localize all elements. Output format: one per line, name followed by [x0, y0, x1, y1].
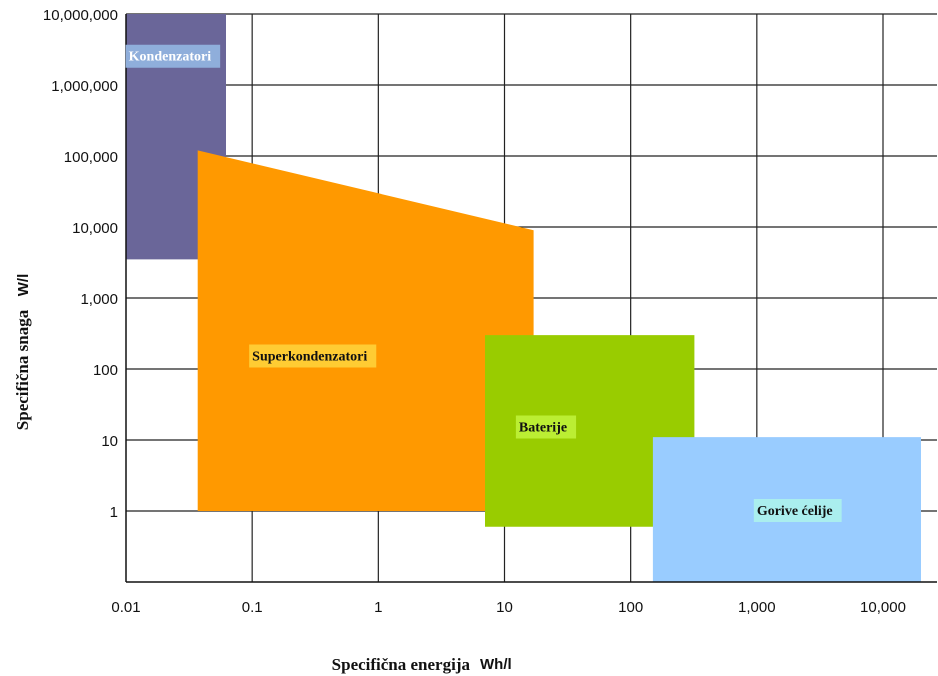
x-tick-label: 0.01	[111, 599, 140, 616]
y-tick-label: 10,000	[72, 220, 118, 237]
x-tick-label: 100	[618, 599, 643, 616]
y-tick-label: 1	[110, 504, 118, 521]
y-tick-label: 1,000,000	[51, 78, 118, 95]
x-tick-label: 10	[496, 599, 513, 616]
region-label-bg	[753, 499, 842, 522]
x-axis-unit: Wh/l	[480, 656, 512, 673]
region-label-bg	[125, 44, 221, 68]
region-superkondenzatori	[197, 150, 534, 511]
region-label-group: Gorive ćelije	[753, 499, 842, 522]
y-tick-label: 100,000	[64, 149, 118, 166]
region-label-group: Kondenzatori	[125, 44, 221, 68]
x-tick-label: 0.1	[242, 599, 263, 616]
region-label-group: Superkondenzatori	[249, 344, 377, 368]
region-label-group: Baterije	[515, 415, 577, 439]
x-tick-label: 1	[374, 599, 382, 616]
y-tick-label: 10	[101, 433, 118, 450]
y-tick-label: 1,000	[80, 291, 118, 308]
region-label: Superkondenzatori	[252, 349, 367, 364]
region-label-bg	[515, 415, 577, 439]
region-baterije	[485, 335, 695, 527]
x-tick-label: 1,000	[738, 599, 776, 616]
y-axis-unit: W/l	[15, 274, 32, 297]
region-labels: Kondenzatori Superkondenzatori Baterije Gor…	[125, 44, 842, 522]
regions	[126, 14, 921, 582]
axes	[125, 14, 937, 583]
region-label-bg	[249, 344, 377, 368]
y-tick-label: 100	[93, 362, 118, 379]
y-tick-labels: 1 10 100 1,000 10,000 100,000 1,000,000 10,000,…	[43, 7, 118, 521]
region-label: Baterije	[519, 420, 567, 435]
x-axis-title: Specifična energija	[332, 655, 471, 674]
y-tick-label: 10,000,000	[43, 7, 118, 24]
region-label: Kondenzatori	[129, 50, 212, 65]
x-tick-labels: 0.01 0.1 1 10 100 1,000 10,000	[111, 599, 906, 616]
region-label: Gorive ćelije	[757, 504, 833, 519]
y-axis-title: Specifična snaga	[13, 309, 32, 430]
x-tick-label: 10,000	[860, 599, 906, 616]
